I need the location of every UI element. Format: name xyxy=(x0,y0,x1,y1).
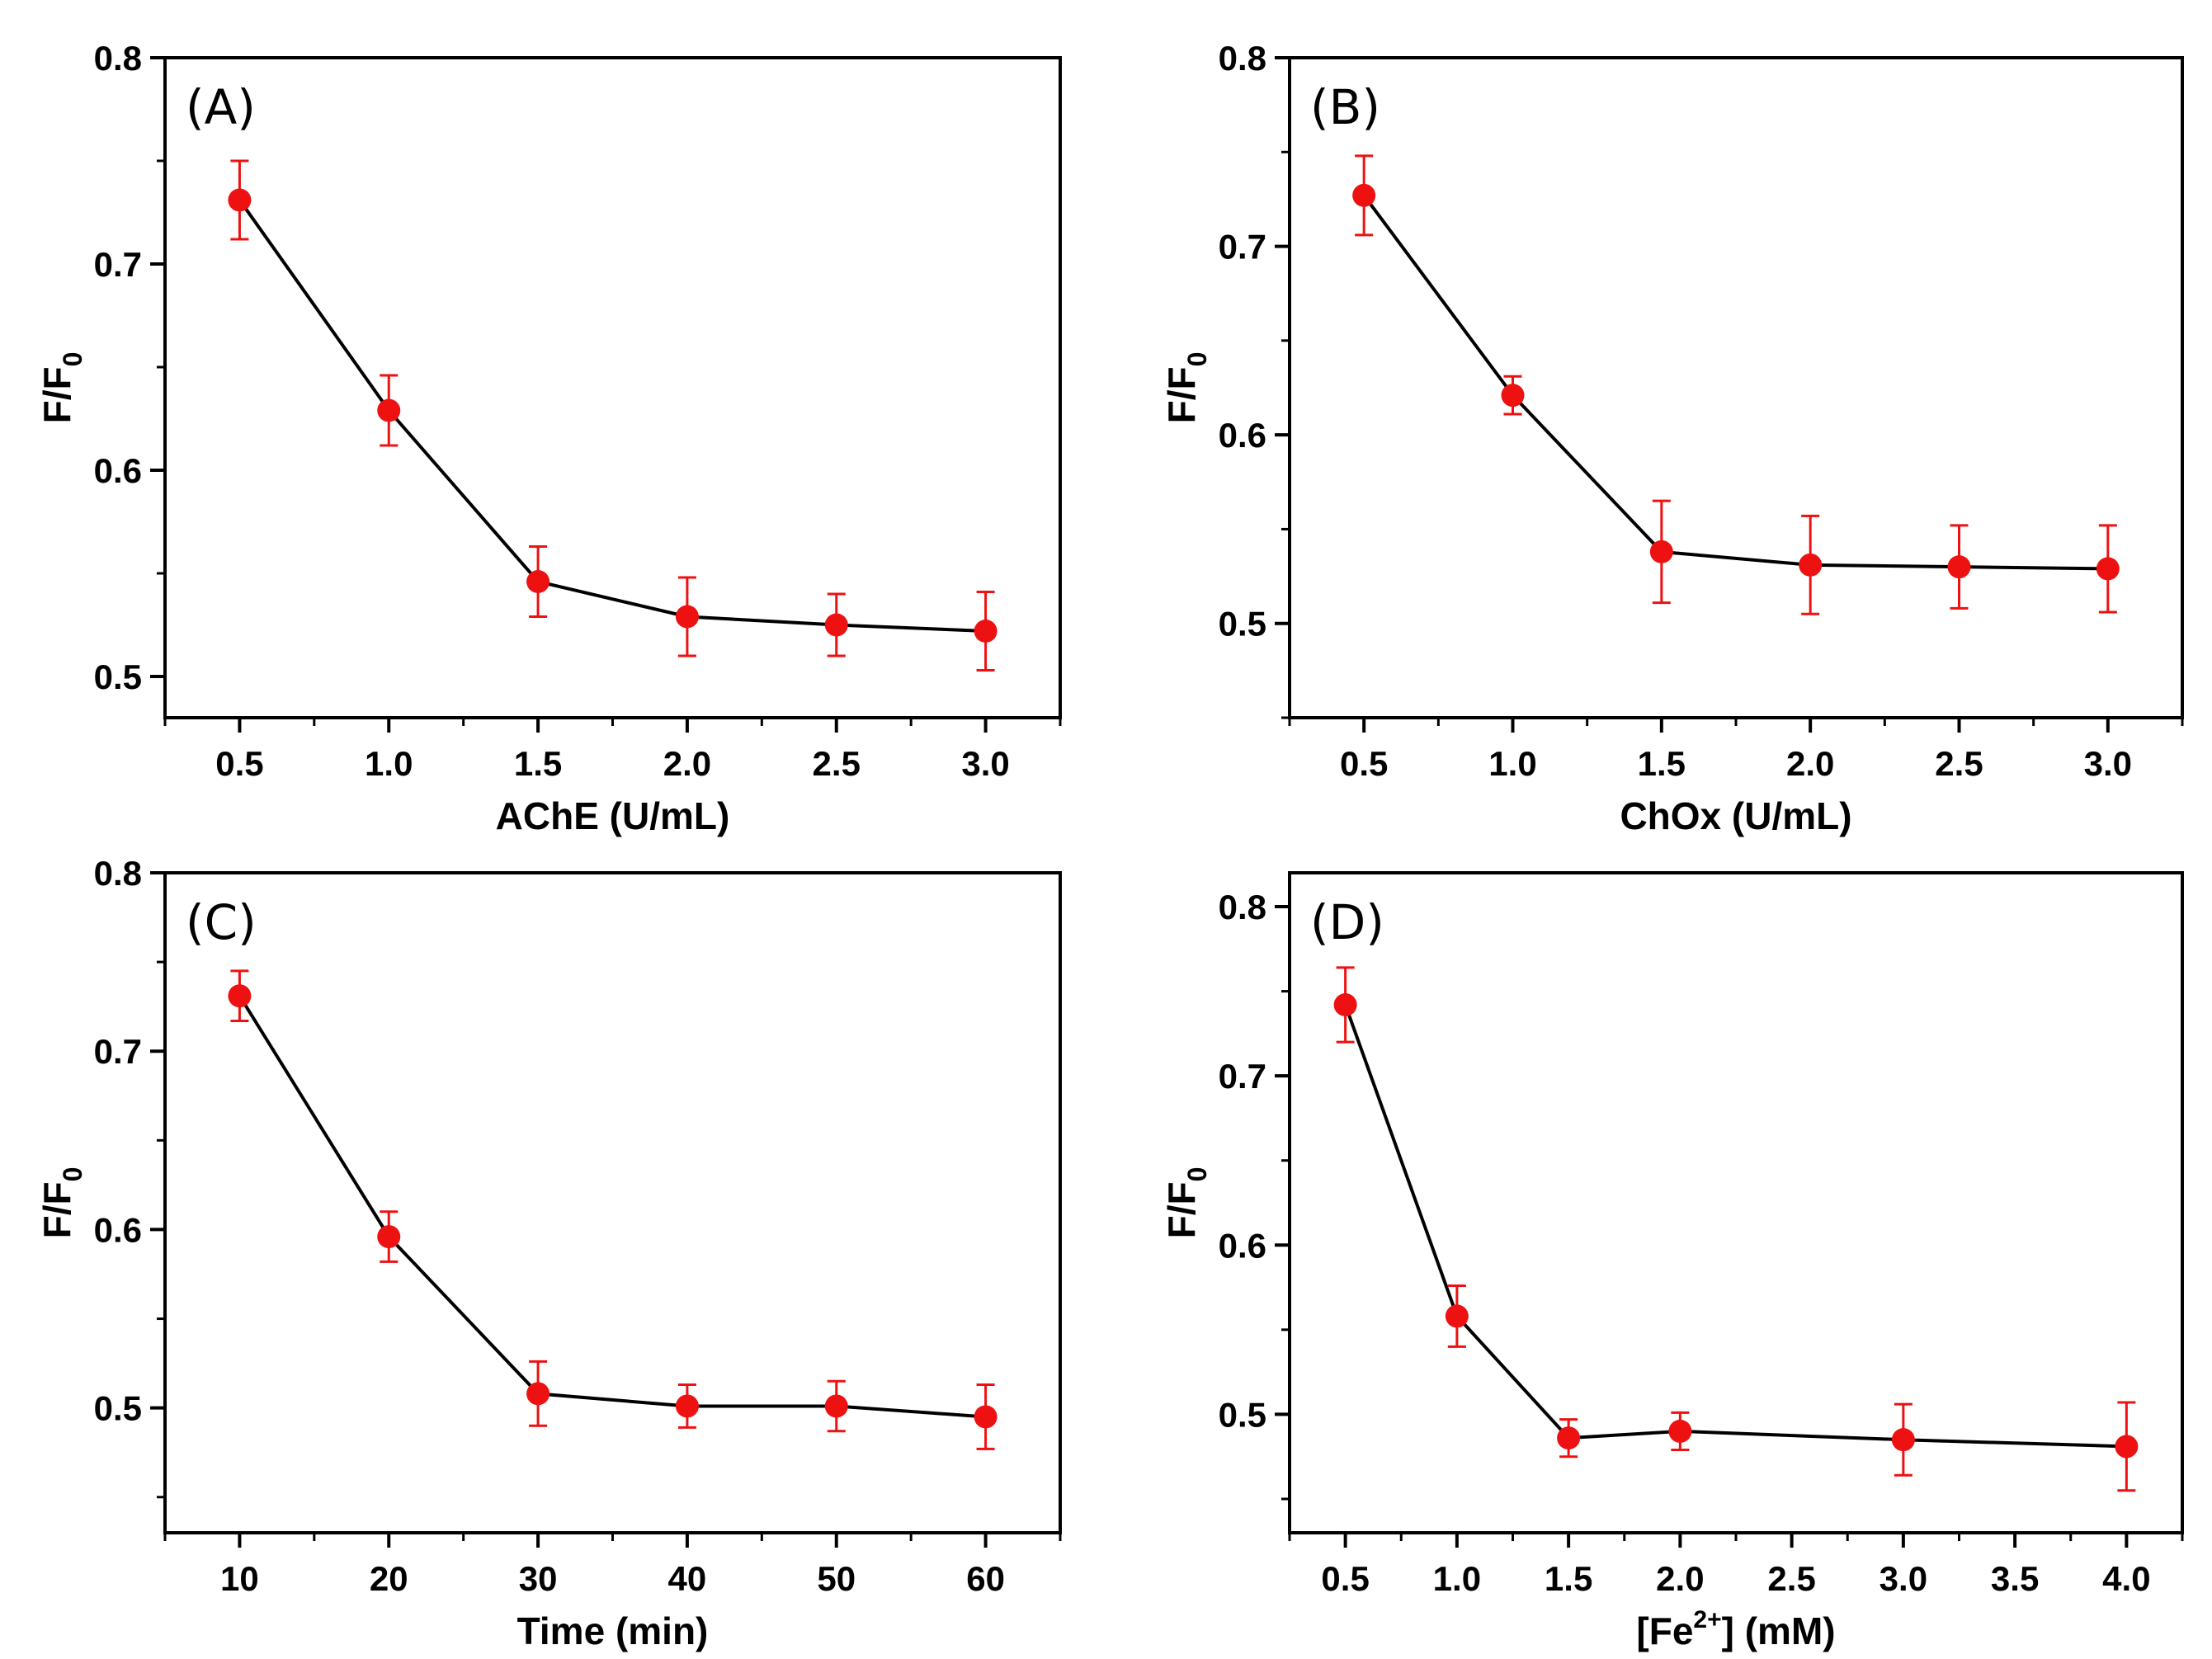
y-axis-title: F/F0 xyxy=(1160,1167,1212,1239)
y-tick-label: 0.6 xyxy=(1219,1226,1266,1265)
x-tick-label: 1.0 xyxy=(1488,744,1536,783)
y-tick-label: 0.7 xyxy=(94,1032,142,1071)
x-tick-label: 2.0 xyxy=(1656,1559,1704,1598)
x-tick-label: 3.0 xyxy=(2084,744,2132,783)
data-point xyxy=(1947,555,1971,579)
y-tick-label: 0.5 xyxy=(94,1389,142,1428)
x-tick-label: 2.5 xyxy=(813,744,861,783)
y-tick-label: 0.8 xyxy=(94,39,142,78)
chart-panel-b: 0.5 1.0 1.5 2.0 2.5 3.0 0.5 0.6 0.7 0.8 ChOx (U/mL… xyxy=(1160,39,2184,837)
x-tick-label: 1.5 xyxy=(1638,744,1686,783)
data-point xyxy=(228,984,252,1008)
y-axis-title-main: F/F xyxy=(1160,366,1203,423)
data-point xyxy=(1649,540,1673,563)
x-tick-label: 0.5 xyxy=(1340,744,1388,783)
data-point xyxy=(974,1405,998,1429)
data-point xyxy=(974,620,998,643)
data-point xyxy=(1333,993,1357,1016)
data-point xyxy=(1891,1428,1915,1452)
y-axis-title: F/F0 xyxy=(35,352,87,424)
series-line xyxy=(238,995,986,1419)
x-tick-label: 10 xyxy=(220,1559,259,1598)
x-tick-label: 30 xyxy=(519,1559,558,1598)
y-tick-label: 0.6 xyxy=(1219,416,1266,455)
y-tick-label: 0.8 xyxy=(94,854,142,893)
y-axis-title-main: F/F xyxy=(35,1181,78,1238)
x-tick-label: 0.5 xyxy=(215,744,263,783)
y-tick-label: 0.6 xyxy=(94,451,142,490)
x-tick-label: 1.5 xyxy=(514,744,562,783)
x-tick-label: 1.0 xyxy=(365,744,413,783)
x-tick-label: 3.0 xyxy=(961,744,1009,783)
x-axis-title: Time (min) xyxy=(517,1610,709,1652)
y-axis-title-main: F/F xyxy=(1160,1181,1203,1238)
y-tick-label: 0.5 xyxy=(1219,605,1266,643)
x-tick-label: 20 xyxy=(370,1559,408,1598)
data-point xyxy=(1352,183,1376,207)
x-tick-label: 2.5 xyxy=(1935,744,1983,783)
y-tick-label: 0.5 xyxy=(94,657,142,696)
x-tick-label: 60 xyxy=(966,1559,1005,1598)
y-tick-label: 0.8 xyxy=(1219,888,1266,926)
data-point xyxy=(2115,1435,2139,1459)
x-tick-label: 1.5 xyxy=(1545,1559,1592,1598)
y-axis-title: F/F0 xyxy=(1160,352,1212,424)
series-line xyxy=(238,199,986,633)
chart-panel-a: 0.5 1.0 1.5 2.0 2.5 3.0 0.5 0.6 0.7 0.8 AChE (U/mL… xyxy=(35,39,1062,837)
data-point xyxy=(1557,1426,1581,1450)
data-point xyxy=(1668,1419,1692,1443)
x-tick-label: 2.0 xyxy=(1786,744,1834,783)
x-tick-label: 3.0 xyxy=(1879,1559,1927,1598)
y-tick-label: 0.6 xyxy=(94,1210,142,1249)
x-tick-label: 3.5 xyxy=(1991,1559,2039,1598)
y-axis-title: F/F0 xyxy=(35,1167,87,1239)
x-axis-title-part: ] (mM) xyxy=(1722,1610,1836,1652)
y-tick-label: 0.7 xyxy=(94,245,142,284)
y-tick-label: 0.7 xyxy=(1219,1057,1266,1096)
panel-label: (D) xyxy=(1310,894,1384,950)
data-point xyxy=(377,398,401,422)
y-tick-label: 0.7 xyxy=(1219,228,1266,266)
data-point xyxy=(2096,557,2120,581)
data-point xyxy=(824,1394,848,1418)
data-point xyxy=(675,605,699,629)
data-point xyxy=(228,188,252,212)
x-tick-label: 4.0 xyxy=(2102,1559,2150,1598)
x-axis-title-superscript: 2+ xyxy=(1693,1606,1721,1633)
series-line xyxy=(1362,194,2108,571)
chart-panel-d: 0.5 1.0 1.5 2.0 2.5 3.0 3.5 4.0 0.5 0.6 0.7 0.8 [Fe2… xyxy=(1160,871,2184,1652)
x-axis-title: AChE (U/mL) xyxy=(496,794,730,837)
x-axis-title: ChOx (U/mL) xyxy=(1620,794,1851,837)
x-tick-label: 1.0 xyxy=(1433,1559,1481,1598)
y-axis-title-subscript: 0 xyxy=(1182,352,1212,367)
data-point xyxy=(1799,553,1823,577)
x-axis-title-part: [Fe xyxy=(1636,1610,1693,1652)
y-axis-title-subscript: 0 xyxy=(1182,1167,1212,1182)
x-tick-label: 2.5 xyxy=(1767,1559,1815,1598)
x-axis-title: [Fe2+] (mM) xyxy=(1636,1606,1835,1652)
panel-label: (A) xyxy=(186,79,256,135)
x-tick-label: 0.5 xyxy=(1321,1559,1369,1598)
chart-panel-c: 10 20 30 40 50 60 0.5 0.6 0.7 0.8 Time (min) F/F0 (C… xyxy=(35,854,1062,1652)
y-axis-title-subscript: 0 xyxy=(58,352,87,367)
data-point xyxy=(1501,384,1525,408)
y-tick-label: 0.8 xyxy=(1219,39,1266,78)
x-tick-label: 2.0 xyxy=(663,744,711,783)
x-tick-label: 50 xyxy=(817,1559,856,1598)
data-point xyxy=(824,613,848,637)
y-axis-title-main: F/F xyxy=(35,366,78,423)
panel-label: (B) xyxy=(1310,79,1380,135)
y-axis-title-subscript: 0 xyxy=(58,1167,87,1182)
data-point xyxy=(675,1394,699,1418)
panel-label: (C) xyxy=(186,894,257,950)
data-point xyxy=(1445,1304,1469,1328)
x-tick-label: 40 xyxy=(668,1559,707,1598)
y-tick-label: 0.5 xyxy=(1219,1395,1266,1434)
data-point xyxy=(377,1225,401,1249)
series-line xyxy=(1343,1004,2127,1449)
data-point xyxy=(526,1382,550,1406)
data-point xyxy=(526,570,550,593)
